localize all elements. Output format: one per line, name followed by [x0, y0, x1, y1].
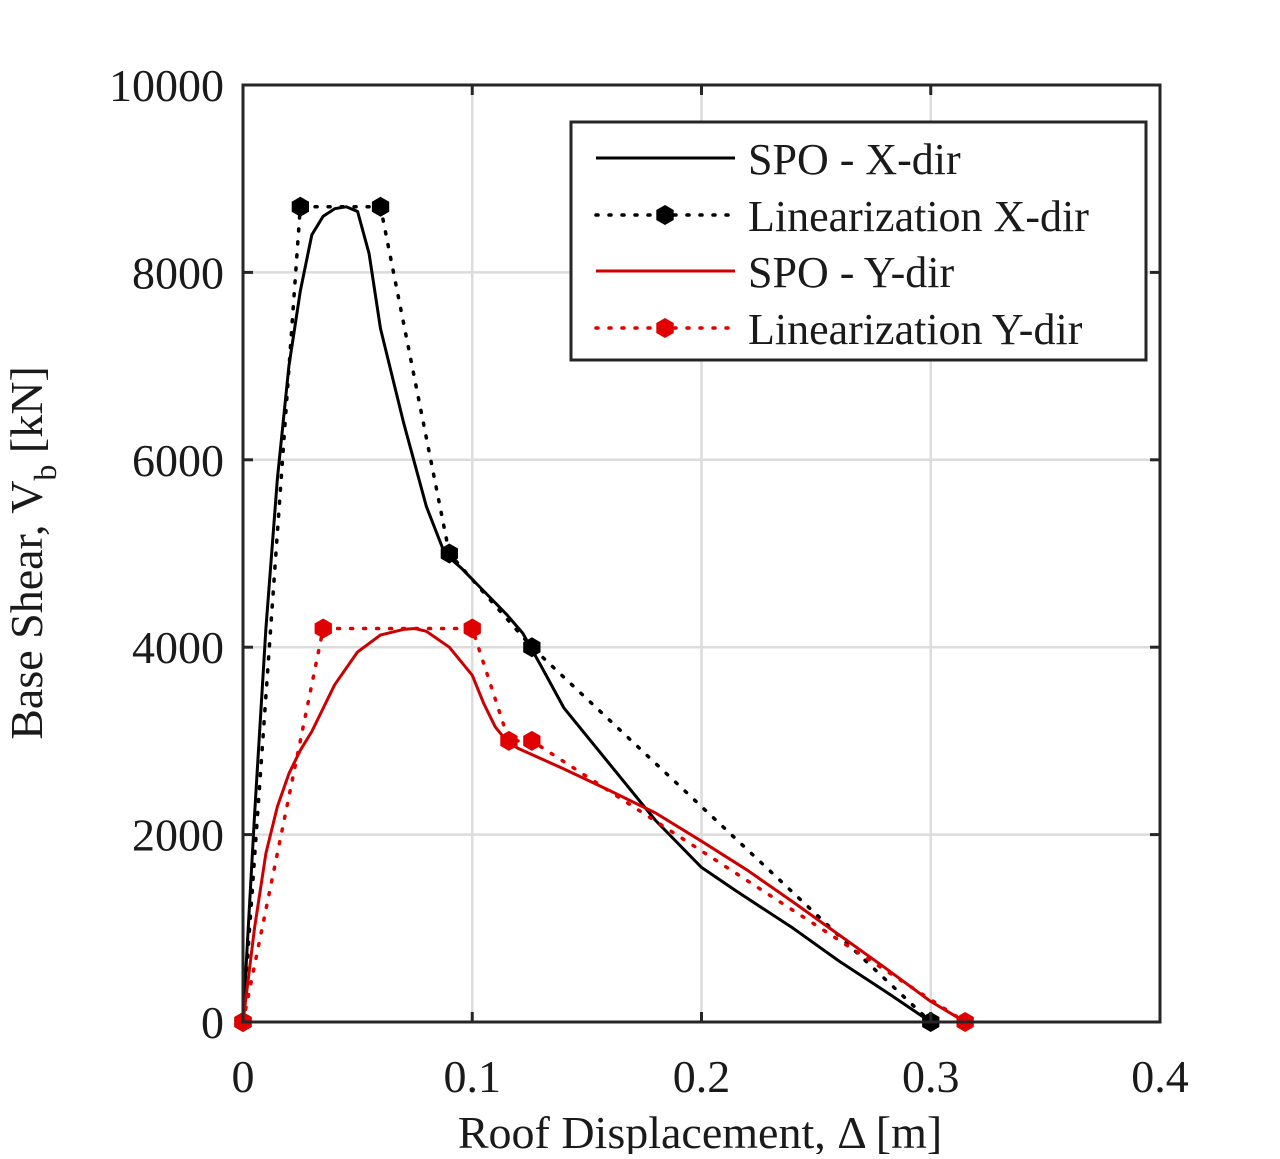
series-point-linearization-x-dir — [291, 196, 309, 217]
legend-entry-spo-x: SPO - X-dir — [596, 135, 961, 184]
legend-entry-linearization-y: Linearization Y-dir — [594, 305, 1083, 354]
legend-label-spo-x: SPO - X-dir — [748, 135, 961, 184]
legend-entry-linearization-x: Linearization X-dir — [594, 192, 1089, 241]
y-axis-label: Base Shear, Vb [kN] — [1, 366, 63, 740]
x-axis-label: Roof Displacement, Δ [m] — [458, 1107, 942, 1154]
series-point-linearization-y-dir — [523, 730, 541, 751]
legend: SPO - X-dir Linearization X-dir SPO - Y-… — [569, 120, 1148, 362]
legend-label-spo-y: SPO - Y-dir — [748, 248, 955, 297]
x-tick-label: 0.3 — [902, 1051, 960, 1102]
tick-labels: 0 0.1 0.2 0.3 0.4 0 2000 4000 6000 8000 10000 — [109, 60, 1189, 1102]
series-line-spo-x-dir — [241, 205, 933, 1024]
y-tick-label: 4000 — [132, 622, 224, 673]
x-tick-label: 0.1 — [444, 1051, 502, 1102]
series-point-linearization-x-dir — [371, 196, 390, 217]
legend-label-linearization-x: Linearization X-dir — [748, 192, 1089, 241]
axis-ticks — [241, 83, 1162, 1024]
y-tick-label: 0 — [201, 997, 224, 1048]
y-tick-label: 6000 — [132, 435, 224, 486]
plot-series — [234, 196, 974, 1032]
series-line-linearization-y-dir — [241, 626, 967, 1024]
x-tick-label: 0.2 — [673, 1051, 731, 1102]
series-point-linearization-y-dir — [500, 730, 518, 751]
x-tick-label: 0.4 — [1131, 1051, 1189, 1102]
y-tick-label: 2000 — [132, 810, 224, 861]
series-line-spo-y-dir — [241, 627, 967, 1024]
y-tick-label: 8000 — [132, 247, 224, 298]
y-axis-label-main: Base Shear, V — [1, 481, 52, 740]
legend-marker-linearization-x — [656, 205, 674, 225]
series-point-linearization-y-dir — [314, 618, 332, 639]
y-tick-label: 10000 — [109, 60, 224, 111]
series-point-linearization-x-dir — [523, 637, 541, 658]
series-point-linearization-x-dir — [440, 543, 458, 564]
legend-entry-spo-y: SPO - Y-dir — [596, 248, 955, 297]
legend-marker-linearization-y — [656, 318, 674, 338]
series-point-linearization-y-dir — [463, 618, 481, 639]
x-tick-label: 0 — [232, 1051, 255, 1102]
legend-label-linearization-y: Linearization Y-dir — [748, 305, 1083, 354]
y-axis-label-unit: [kN] — [1, 366, 52, 464]
y-axis-label-subscript: b — [27, 465, 63, 481]
